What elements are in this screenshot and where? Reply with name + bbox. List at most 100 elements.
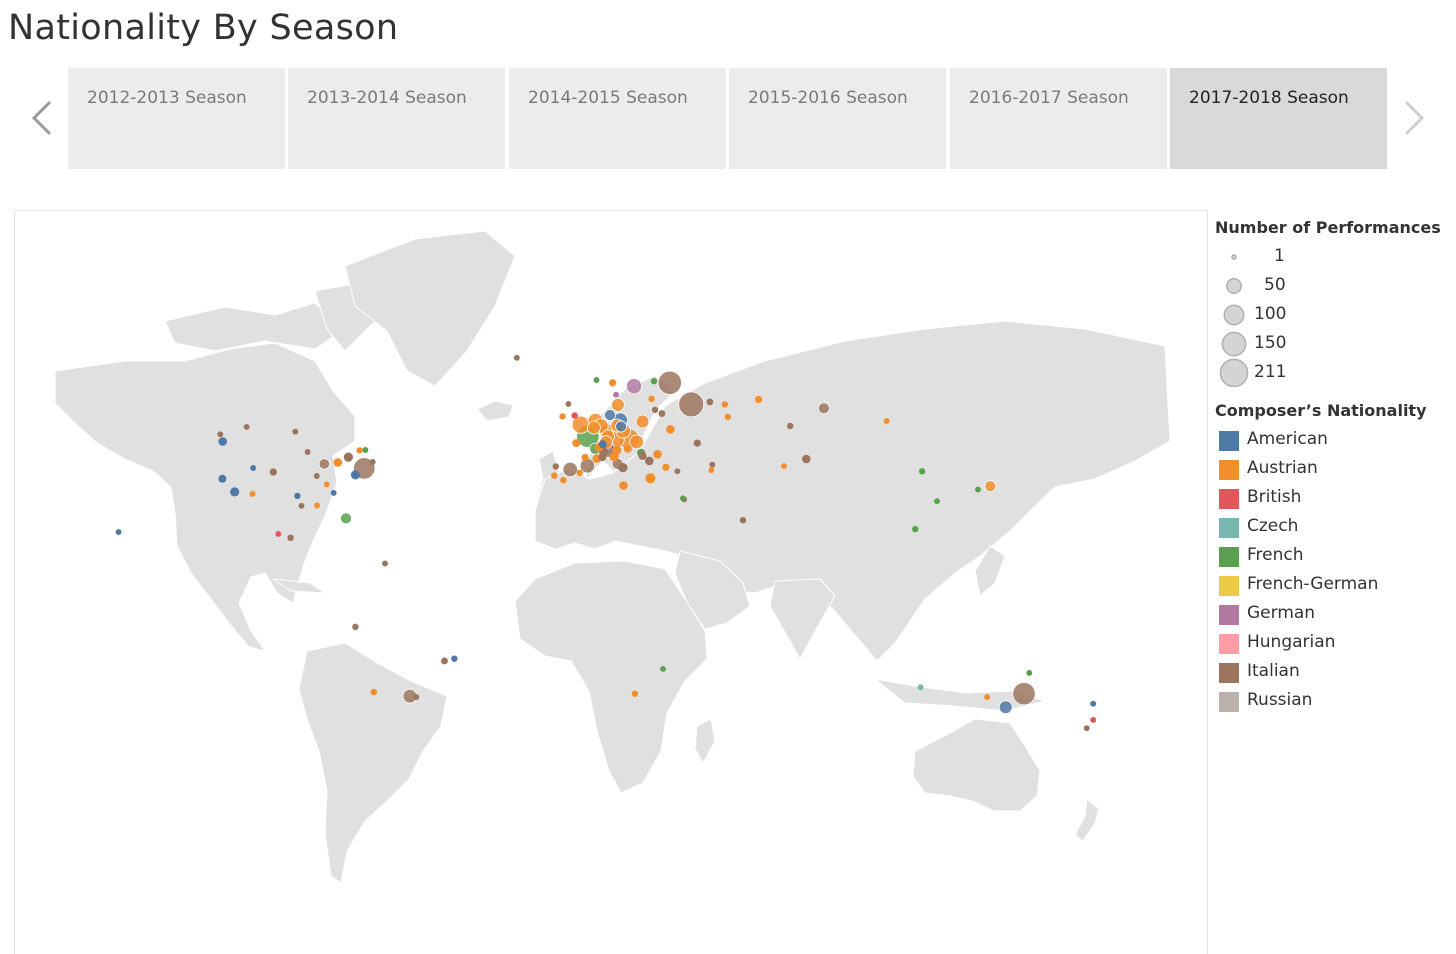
map-point-italian[interactable] (382, 560, 388, 567)
legend-item-french-german[interactable]: French-German (1215, 574, 1435, 603)
map-point-austrian[interactable] (619, 481, 628, 490)
map-point-austrian[interactable] (576, 469, 583, 476)
map-point-austrian[interactable] (662, 463, 670, 471)
map-point-italian[interactable] (292, 428, 299, 435)
map-point-austrian[interactable] (608, 379, 617, 387)
map-point-italian[interactable] (287, 534, 294, 541)
map-point-italian[interactable] (674, 468, 681, 475)
map-point-austrian[interactable] (559, 413, 566, 420)
legend-item-russian[interactable]: Russian (1215, 690, 1435, 719)
tab-2013-2014[interactable]: 2013-2014 Season (288, 68, 505, 169)
map-point-austrian[interactable] (560, 477, 567, 484)
map-point-italian[interactable] (598, 453, 607, 462)
map-point-italian[interactable] (552, 463, 559, 470)
legend-item-austrian[interactable]: Austrian (1215, 458, 1435, 487)
map-point-american[interactable] (330, 489, 337, 496)
map-point-austrian[interactable] (666, 425, 675, 434)
map-point-italian[interactable] (1083, 725, 1090, 732)
map-point-italian[interactable] (513, 354, 520, 361)
chevron-right-icon[interactable] (1392, 96, 1432, 140)
map-point-american[interactable] (250, 465, 257, 471)
map-point-czech[interactable] (917, 684, 924, 691)
map-point-italian[interactable] (343, 452, 353, 462)
map-point-british[interactable] (571, 412, 578, 419)
map-point-austrian[interactable] (984, 480, 997, 493)
tab-2014-2015[interactable]: 2014-2015 Season (509, 68, 726, 169)
map-point-austrian[interactable] (781, 463, 787, 470)
map-point-austrian[interactable] (708, 467, 715, 474)
map-point-italian[interactable] (565, 400, 572, 407)
map-point-austrian[interactable] (611, 397, 625, 412)
map-point-austrian[interactable] (581, 453, 589, 462)
map-point-italian[interactable] (651, 406, 659, 413)
map-point-american[interactable] (451, 655, 458, 662)
map-point-american[interactable] (604, 409, 616, 421)
legend-item-british[interactable]: British (1215, 487, 1435, 516)
chevron-left-icon[interactable] (24, 96, 64, 140)
map-point-austrian[interactable] (333, 458, 343, 467)
map-point-french[interactable] (593, 377, 600, 383)
map-point-italian[interactable] (441, 657, 448, 665)
legend-item-hungarian[interactable]: Hungarian (1215, 632, 1435, 661)
map-point-italian[interactable] (217, 431, 224, 438)
map-point-austrian[interactable] (323, 481, 330, 488)
map-point-american[interactable] (218, 474, 227, 483)
map-point-italian[interactable] (709, 461, 716, 468)
map-point-american[interactable] (598, 440, 607, 449)
map-point-austrian[interactable] (721, 401, 729, 408)
map-point-italian[interactable] (693, 439, 701, 447)
map-point-italian[interactable] (413, 694, 420, 701)
map-point-french[interactable] (975, 486, 981, 493)
map-point-german[interactable] (625, 378, 643, 395)
map-point-american[interactable] (615, 420, 628, 433)
map-point-austrian[interactable] (754, 395, 763, 404)
map-point-french[interactable] (918, 468, 926, 475)
tab-2016-2017[interactable]: 2016-2017 Season (950, 68, 1167, 169)
map-point-italian[interactable] (304, 449, 311, 455)
map-point-italian[interactable] (313, 473, 320, 479)
legend-item-german[interactable]: German (1215, 603, 1435, 632)
map-point-italian[interactable] (645, 456, 654, 466)
map-point-french[interactable] (912, 525, 919, 533)
tab-2015-2016[interactable]: 2015-2016 Season (729, 68, 946, 169)
map-point-american[interactable] (218, 437, 227, 446)
map-point-french[interactable] (934, 498, 940, 505)
map-point-french[interactable] (362, 447, 369, 453)
map-point-italian[interactable] (243, 423, 250, 430)
map-point-austrian[interactable] (883, 418, 890, 424)
map-point-italian[interactable] (1012, 682, 1036, 706)
world-map[interactable] (14, 210, 1208, 954)
map-point-austrian[interactable] (984, 694, 991, 701)
map-point-italian[interactable] (739, 517, 747, 524)
map-point-austrian[interactable] (631, 690, 639, 697)
map-point-austrian[interactable] (623, 444, 632, 453)
map-point-british[interactable] (1090, 716, 1097, 723)
map-point-italian[interactable] (706, 398, 714, 406)
map-point-austrian[interactable] (629, 434, 645, 450)
map-point-american[interactable] (294, 492, 301, 500)
map-point-british[interactable] (275, 530, 282, 537)
map-point-american[interactable] (230, 487, 240, 497)
map-point-austrian[interactable] (314, 502, 320, 509)
map-point-austrian[interactable] (249, 490, 256, 497)
map-point-austrian[interactable] (645, 473, 656, 484)
map-point-american[interactable] (998, 700, 1013, 715)
map-point-italian[interactable] (787, 422, 794, 430)
map-point-italian[interactable] (618, 463, 628, 473)
map-point-austrian[interactable] (724, 413, 731, 421)
map-point-american[interactable] (115, 529, 122, 536)
map-point-german[interactable] (613, 391, 620, 398)
map-canvas[interactable] (15, 211, 1208, 954)
map-point-american[interactable] (1090, 700, 1097, 707)
legend-item-french[interactable]: French (1215, 545, 1435, 574)
map-point-french[interactable] (1026, 669, 1033, 676)
map-point-italian[interactable] (657, 370, 682, 395)
map-point-austrian[interactable] (612, 446, 622, 455)
map-point-italian[interactable] (802, 454, 811, 464)
map-point-italian[interactable] (318, 458, 331, 470)
map-point-italian[interactable] (562, 461, 578, 478)
map-point-italian[interactable] (298, 502, 305, 509)
map-point-italian[interactable] (638, 451, 647, 460)
map-point-austrian[interactable] (653, 450, 662, 459)
tab-2012-2013[interactable]: 2012-2013 Season (68, 68, 285, 169)
